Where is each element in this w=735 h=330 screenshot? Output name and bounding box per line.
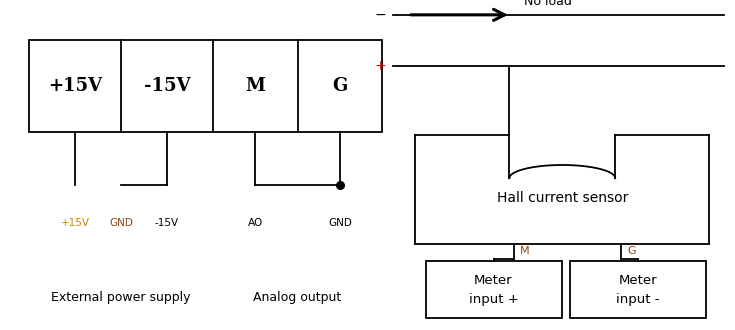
- Text: G: G: [332, 77, 348, 95]
- Bar: [570, 261, 706, 318]
- Text: Hall current sensor: Hall current sensor: [497, 191, 628, 206]
- Text: −: −: [374, 8, 386, 22]
- Text: Analog output: Analog output: [254, 291, 342, 304]
- Text: +15V: +15V: [49, 77, 102, 95]
- Text: AO: AO: [248, 218, 263, 228]
- Text: External power supply: External power supply: [51, 291, 191, 304]
- Text: Meter: Meter: [474, 275, 513, 287]
- Text: M: M: [245, 77, 265, 95]
- Text: Meter: Meter: [618, 275, 657, 287]
- Bar: [426, 261, 562, 318]
- Text: +: +: [374, 59, 386, 73]
- Text: -15V: -15V: [155, 218, 179, 228]
- Text: GND: GND: [328, 218, 352, 228]
- Text: input +: input +: [469, 293, 518, 307]
- Text: M: M: [520, 246, 529, 256]
- Text: -15V: -15V: [143, 77, 190, 95]
- Text: G: G: [627, 246, 636, 256]
- Bar: [29, 40, 382, 132]
- Text: +15V: +15V: [61, 218, 90, 228]
- Text: No load: No load: [523, 0, 572, 8]
- Text: GND: GND: [110, 218, 133, 228]
- Text: input -: input -: [616, 293, 659, 307]
